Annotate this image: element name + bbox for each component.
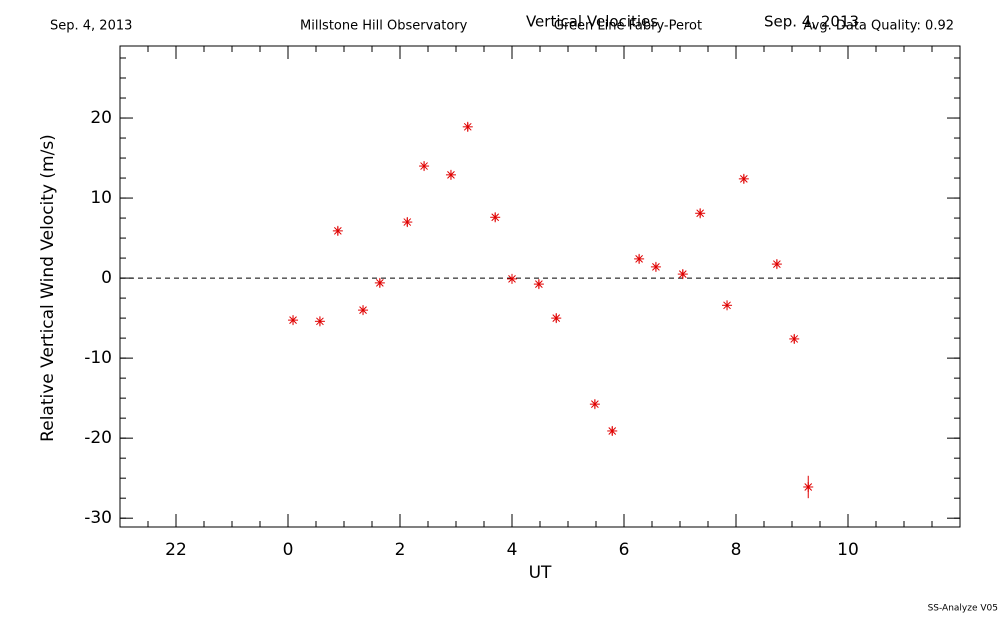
marker-stroke: [723, 301, 731, 310]
point: [490, 212, 501, 223]
y-axis-label: Relative Vertical Wind Velocity (m/s): [38, 134, 58, 442]
marker-stroke: [790, 335, 799, 343]
chart-subtitle: Green Line Fabry-Perot: [554, 19, 702, 34]
marker-stroke: [289, 316, 297, 324]
point: [695, 208, 706, 219]
marker-stroke: [333, 227, 342, 235]
x-tick-label: 0: [283, 540, 294, 560]
point: [507, 273, 517, 284]
point: [419, 161, 430, 172]
marker-stroke: [403, 218, 412, 226]
marker-stroke: [696, 209, 705, 218]
point: [722, 300, 733, 311]
point: [374, 277, 385, 288]
marker-stroke: [635, 255, 643, 263]
point: [314, 316, 325, 327]
x-tick-label: 10: [837, 540, 859, 560]
marker-stroke: [608, 427, 617, 435]
point: [677, 269, 688, 280]
point: [738, 173, 749, 184]
marker-stroke: [359, 306, 367, 314]
point: [462, 121, 473, 132]
x-tick-label: 22: [165, 540, 187, 560]
point: [771, 259, 782, 270]
point: [358, 305, 369, 316]
marker-stroke: [652, 263, 660, 271]
point: [288, 315, 299, 326]
header-quality: Avg. Data Quality: 0.92: [804, 19, 954, 34]
y-tick-label: 0: [101, 268, 112, 288]
x-tick-label: 8: [731, 540, 742, 560]
point: [533, 279, 544, 290]
y-tick-label: -20: [84, 428, 112, 448]
marker-stroke: [316, 317, 324, 326]
marker-stroke: [773, 260, 781, 268]
point: [551, 313, 562, 324]
marker-stroke: [739, 175, 748, 183]
marker-stroke: [591, 400, 599, 409]
point: [634, 253, 645, 264]
y-tick-label: -30: [84, 508, 112, 528]
point: [332, 225, 343, 236]
point: [445, 169, 456, 180]
marker-stroke: [375, 279, 384, 287]
y-tick-label: 20: [90, 108, 112, 128]
point: [650, 261, 661, 272]
chart-title: Vertical Velocities: [526, 13, 658, 31]
plot-frame: [119, 45, 961, 528]
y-tick-label: -10: [84, 348, 112, 368]
x-tick-label: 2: [395, 540, 406, 560]
marker-stroke: [678, 270, 687, 278]
x-tick-label: 4: [507, 540, 518, 560]
header-date: Sep. 4, 2013: [50, 19, 132, 34]
point: [789, 333, 800, 344]
marker-stroke: [804, 483, 813, 491]
x-tick-label: 6: [619, 540, 630, 560]
marker-stroke: [447, 171, 455, 179]
header-date-right: Sep. 4, 2013: [764, 13, 859, 31]
point: [803, 481, 814, 492]
header-observatory: Millstone Hill Observatory: [300, 19, 468, 34]
point: [402, 217, 413, 228]
marker-stroke: [535, 280, 543, 288]
marker-stroke: [508, 275, 516, 283]
point: [607, 425, 618, 436]
point: [589, 399, 600, 410]
y-tick-label: 10: [90, 188, 112, 208]
footer: SS-Analyze V05: [928, 604, 998, 614]
x-axis-label: UT: [529, 563, 552, 583]
marker-stroke: [552, 314, 561, 322]
marker-stroke: [491, 213, 500, 222]
marker-stroke: [420, 162, 428, 170]
marker-stroke: [463, 122, 472, 131]
